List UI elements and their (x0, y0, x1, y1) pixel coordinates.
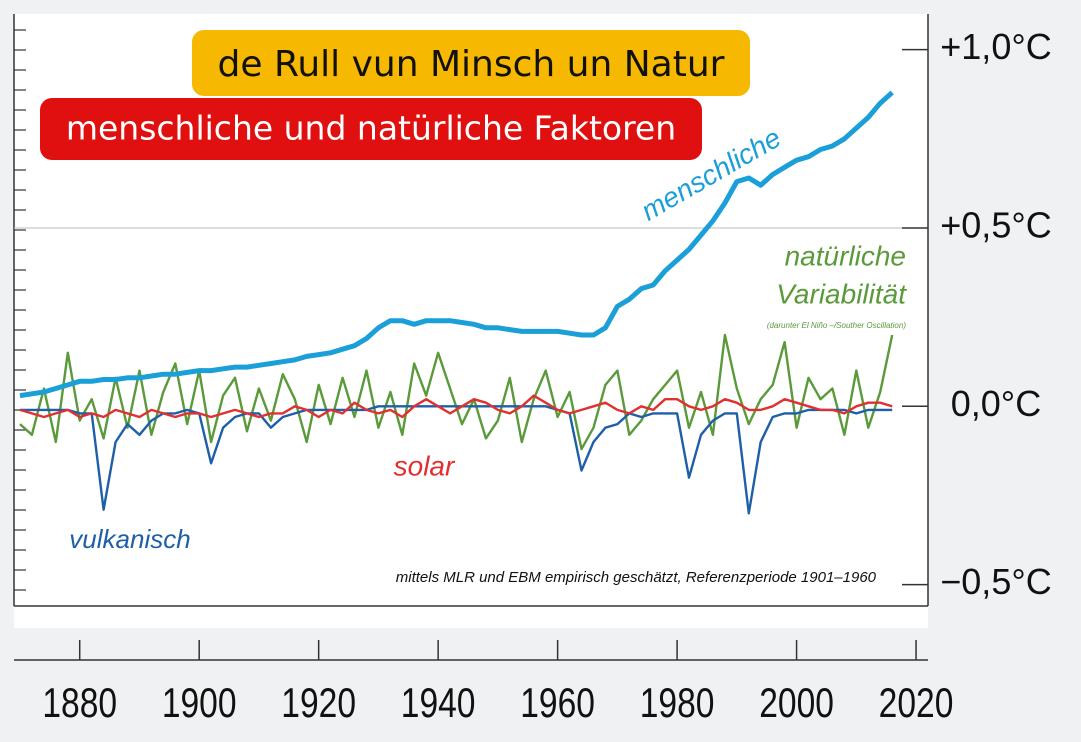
x-tick-label: 1920 (281, 681, 356, 727)
layer: 1880 1900 1920 1940 1960 1980 2000 2020 (14, 29, 954, 727)
x-tick-label: 1980 (640, 681, 715, 727)
x-tick-label: 2020 (879, 681, 954, 727)
x-tick-label: 2000 (759, 681, 834, 727)
label-solar: solar (394, 450, 456, 481)
y-tick-label: +0,5°C (940, 204, 1051, 245)
note: mittels MLR und EBM empirisch geschätzt,… (396, 569, 877, 586)
x-tick-label: 1880 (42, 681, 117, 727)
label-vulkanisch: vulkanisch (69, 524, 190, 554)
y-tick-label: +1,0°C (940, 26, 1051, 67)
label-natuerliche: natürliche (785, 240, 906, 271)
subtitle-box (40, 98, 702, 160)
x-tick-label: 1940 (401, 681, 476, 727)
line-2 (19, 394, 893, 419)
label-variabilitaet: Variabilität (776, 278, 907, 309)
title-box (192, 30, 750, 96)
label-enso: (darunter El Niño –/Souther Oscillation) (767, 321, 907, 330)
y-tick-label: −0,5°C (940, 561, 1051, 602)
line-0 (19, 90, 894, 399)
chart-subtitle: menschliche und natürliche Faktoren (66, 109, 676, 148)
chart-title: de Rull vun Minsch un Natur (218, 44, 725, 85)
y-tick-label: 0,0°C (951, 383, 1041, 424)
axis-strip (14, 606, 928, 628)
x-tick-label: 1960 (520, 681, 595, 727)
x-tick-label: 1900 (162, 681, 237, 727)
